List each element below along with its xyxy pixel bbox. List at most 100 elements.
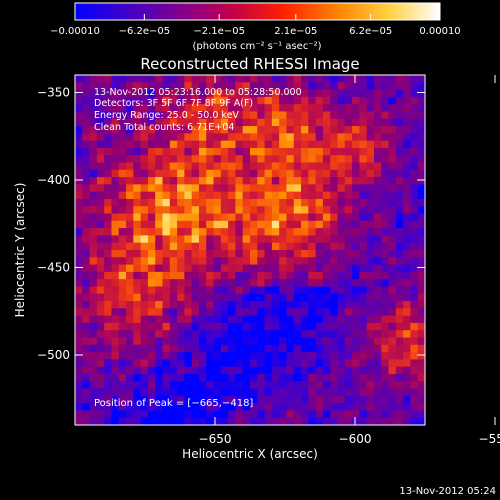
heatmap-cell [279, 330, 287, 338]
heatmap-cell [395, 403, 404, 411]
heatmap-cell [184, 257, 193, 265]
heatmap-cell [126, 417, 134, 425]
heatmap-cell [220, 271, 229, 280]
heatmap-cell [308, 155, 317, 163]
heatmap-cell [337, 126, 346, 134]
heatmap-cell [279, 381, 287, 389]
heatmap-cell [198, 279, 207, 287]
heatmap-cell [235, 293, 244, 302]
heatmap-cell [293, 75, 302, 83]
heatmap-cell [198, 322, 207, 331]
heatmap-cell [126, 315, 134, 324]
heatmap-cell [373, 191, 382, 200]
heatmap-cell [286, 403, 295, 411]
heatmap-cell [228, 177, 236, 185]
heatmap-cell [82, 213, 90, 222]
heatmap-cell [271, 410, 280, 419]
heatmap-cell [162, 220, 171, 229]
heatmap-cell [337, 250, 346, 258]
heatmap-cell [206, 184, 214, 193]
heatmap-cell [235, 177, 244, 185]
heatmap-cell [198, 184, 207, 193]
heatmap-cell [147, 242, 156, 251]
heatmap-cell [140, 388, 149, 397]
heatmap-cell [198, 198, 207, 207]
heatmap-cell [403, 126, 411, 134]
heatmap-cell [75, 177, 83, 185]
heatmap-cell [308, 359, 317, 368]
heatmap-cell [104, 235, 112, 244]
heatmap-cell [417, 373, 425, 382]
heatmap-cell [96, 381, 105, 389]
heatmap-cell [322, 104, 331, 112]
heatmap-cell [264, 213, 273, 222]
heatmap-cell [344, 301, 353, 309]
heatmap-cell [301, 373, 309, 382]
heatmap-cell [169, 184, 178, 193]
heatmap-cell [155, 352, 163, 360]
heatmap-cell [162, 191, 171, 200]
heatmap-cell [155, 388, 163, 397]
heatmap-cell [322, 206, 331, 214]
heatmap-cell [169, 330, 178, 338]
heatmap-cell [373, 184, 382, 193]
heatmap-cell [147, 388, 156, 397]
heatmap-cell [126, 75, 134, 83]
heatmap-cell [403, 177, 411, 185]
heatmap-cell [308, 250, 317, 258]
heatmap-cell [308, 352, 317, 360]
heatmap-cell [330, 242, 338, 251]
heatmap-cell [264, 410, 273, 419]
heatmap-cell [322, 344, 331, 353]
heatmap-cell [417, 308, 425, 317]
heatmap-cell [359, 118, 368, 127]
heatmap-cell [381, 381, 389, 389]
heatmap-cell [147, 395, 156, 404]
heatmap-cell [330, 140, 338, 149]
heatmap-cell [155, 118, 163, 127]
heatmap-cell [271, 359, 280, 368]
heatmap-cell [373, 235, 382, 244]
heatmap [75, 75, 425, 425]
heatmap-cell [344, 111, 353, 120]
heatmap-cell [147, 213, 156, 222]
heatmap-cell [96, 169, 105, 178]
heatmap-cell [184, 293, 193, 302]
heatmap-cell [228, 213, 236, 222]
heatmap-cell [271, 220, 280, 229]
heatmap-cell [96, 126, 105, 134]
heatmap-cell [242, 162, 251, 171]
heatmap-cell [206, 220, 214, 229]
heatmap-cell [147, 344, 156, 353]
heatmap-cell [228, 410, 236, 419]
heatmap-cell [330, 417, 338, 425]
heatmap-cell [388, 330, 397, 338]
heatmap-cell [162, 271, 171, 280]
heatmap-cell [96, 264, 105, 273]
heatmap-cell [235, 257, 244, 265]
heatmap-cell [126, 228, 134, 236]
heatmap-cell [133, 184, 142, 193]
heatmap-cell [322, 388, 331, 397]
heatmap-cell [257, 417, 265, 425]
heatmap-cell [147, 118, 156, 127]
heatmap-cell [118, 403, 127, 411]
heatmap-cell [250, 133, 258, 142]
heatmap-cell [264, 126, 273, 134]
heatmap-cell [403, 322, 411, 331]
heatmap-cell [206, 395, 214, 404]
heatmap-cell [403, 279, 411, 287]
heatmap-cell [162, 155, 171, 163]
heatmap-cell [133, 147, 142, 156]
heatmap-cell [228, 235, 236, 244]
heatmap-cell [250, 366, 258, 375]
heatmap-cell [352, 388, 360, 397]
heatmap-cell [293, 111, 302, 120]
heatmap-cell [344, 191, 353, 200]
heatmap-cell [395, 271, 404, 280]
heatmap-cell [395, 111, 404, 120]
heatmap-cell [96, 322, 105, 331]
heatmap-cell [169, 133, 178, 142]
heatmap-cell [220, 322, 229, 331]
heatmap-cell [257, 308, 265, 317]
